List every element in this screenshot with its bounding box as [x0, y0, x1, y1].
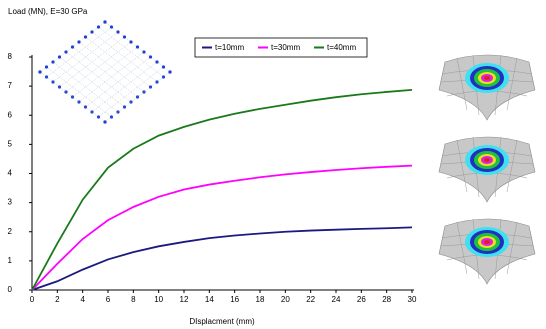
legend-label: t=30mm — [271, 43, 300, 52]
mesh-node — [71, 95, 74, 98]
x-tick-label: 14 — [205, 295, 214, 304]
mesh-node — [58, 55, 61, 58]
mesh-node — [103, 120, 106, 123]
legend-label: t=10mm — [215, 43, 244, 52]
x-tick-label: 0 — [30, 295, 35, 304]
y-tick-label: 5 — [8, 139, 13, 148]
mesh-node — [84, 105, 87, 108]
mesh-node — [90, 30, 93, 33]
mesh-node — [136, 95, 139, 98]
mesh-node — [110, 25, 113, 28]
y-tick-label: 3 — [8, 198, 13, 207]
mesh-node — [45, 65, 48, 68]
x-tick-label: 6 — [106, 295, 111, 304]
mesh-node — [77, 100, 80, 103]
mesh-node — [168, 70, 171, 73]
mesh-node — [90, 110, 93, 113]
x-tick-label: 16 — [230, 295, 239, 304]
mesh-node — [77, 40, 80, 43]
x-axis-label: DIsplacment (mm) — [189, 317, 255, 326]
legend-label: t=40mm — [327, 43, 356, 52]
y-tick-label: 8 — [8, 52, 13, 61]
mesh-node — [51, 60, 54, 63]
mesh-node — [162, 65, 165, 68]
shell-image — [439, 137, 535, 202]
mesh-line — [99, 67, 164, 117]
y-tick-label: 0 — [8, 285, 13, 294]
mesh-node — [116, 110, 119, 113]
mesh-node — [84, 35, 87, 38]
shell-image — [439, 219, 535, 284]
y-tick-label: 6 — [8, 110, 13, 119]
mesh-node — [149, 55, 152, 58]
shell-image — [439, 55, 535, 120]
x-tick-label: 4 — [80, 295, 85, 304]
x-tick-label: 18 — [256, 295, 265, 304]
mesh-node — [103, 20, 106, 23]
mesh-node — [71, 45, 74, 48]
x-tick-label: 2 — [55, 295, 60, 304]
mesh-node — [97, 25, 100, 28]
mesh-node — [129, 40, 132, 43]
mesh-node — [116, 30, 119, 33]
x-tick-label: 30 — [408, 295, 417, 304]
x-tick-label: 8 — [131, 295, 136, 304]
chart-title: Load (MN), E=30 GPa — [8, 7, 88, 16]
mesh-node — [110, 115, 113, 118]
mesh-node — [123, 105, 126, 108]
x-tick-label: 20 — [281, 295, 290, 304]
mesh-node — [142, 50, 145, 53]
mesh-node — [123, 35, 126, 38]
series-line — [32, 90, 412, 290]
series-line — [32, 166, 412, 290]
x-tick-label: 24 — [332, 295, 341, 304]
x-tick-label: 12 — [180, 295, 189, 304]
y-tick-label: 4 — [8, 169, 13, 178]
mesh-line — [47, 67, 112, 117]
mesh-node — [38, 70, 41, 73]
y-tick-label: 7 — [8, 81, 13, 90]
y-tick-label: 2 — [8, 227, 13, 236]
x-tick-label: 10 — [154, 295, 163, 304]
mesh-node — [64, 50, 67, 53]
series-line — [32, 227, 412, 290]
mesh-node — [97, 115, 100, 118]
x-tick-label: 22 — [306, 295, 315, 304]
x-tick-label: 26 — [357, 295, 366, 304]
mesh-node — [136, 45, 139, 48]
x-tick-label: 28 — [382, 295, 391, 304]
mesh-node — [129, 100, 132, 103]
mesh-node — [155, 60, 158, 63]
y-tick-label: 1 — [8, 256, 13, 265]
chart: Load (MN), E=30 GPa DIsplacment (mm) 012… — [0, 0, 546, 329]
mesh-inset — [38, 20, 171, 123]
